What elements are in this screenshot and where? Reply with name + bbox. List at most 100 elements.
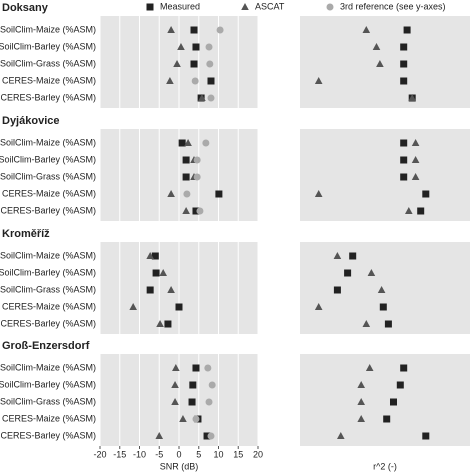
legend-label: 3rd reference (see y-axes) (340, 1, 446, 11)
snr-point (216, 26, 224, 34)
category-label: SoilClim-Barley (%ASM) (0, 41, 96, 51)
r2-point (400, 77, 408, 85)
legend-marker (146, 3, 154, 11)
category-label: SoilClim-Maize (%ASM) (0, 362, 96, 372)
r2-point (333, 252, 342, 259)
panel-title: Doksany (2, 2, 49, 14)
category-label: SoilClim-Barley (%ASM) (0, 154, 96, 164)
r2-point (357, 415, 365, 422)
legend-marker (326, 3, 334, 11)
snr-point (192, 43, 200, 51)
category-label: SoilClim-Grass (%ASM) (0, 284, 96, 294)
snr-point (207, 94, 215, 102)
snr-point (207, 77, 215, 85)
snr-point (190, 26, 198, 34)
r2-point (408, 94, 416, 101)
category-label: CERES-Maize (%ASM) (2, 75, 96, 85)
r2-point (349, 252, 357, 260)
x-tick-label: -10 (133, 449, 146, 459)
snr-point (155, 432, 164, 439)
r2-point (362, 320, 371, 327)
x-tick-label: -5 (155, 449, 163, 459)
r2-point (314, 303, 323, 310)
snr-point (182, 207, 190, 214)
x-axis-label: r^2 (-) (373, 461, 397, 471)
snr-point (196, 207, 204, 215)
snr-point (167, 286, 175, 293)
snr-point (129, 303, 137, 310)
x-tick-label: -15 (113, 449, 126, 459)
snr-point (192, 364, 200, 372)
snr-point (182, 173, 190, 181)
r2-point (357, 381, 365, 388)
r2-point (422, 432, 430, 440)
legend-label: ASCAT (255, 1, 285, 11)
category-label: SoilClim-Maize (%ASM) (0, 250, 96, 260)
snr-point (171, 398, 179, 405)
panel-title: Kroměříž (2, 228, 50, 240)
r2-point (417, 207, 425, 215)
snr-point (204, 364, 212, 372)
snr-point (177, 43, 185, 50)
r2-point (400, 156, 408, 164)
r2-point (400, 43, 408, 51)
plot-area (300, 16, 470, 108)
snr-point (192, 415, 200, 423)
r2-point (422, 190, 430, 198)
snr-point (151, 252, 159, 260)
r2-point (396, 381, 404, 389)
r2-point (372, 43, 381, 50)
snr-point (208, 381, 216, 389)
r2-point (365, 364, 374, 371)
r2-point (384, 320, 392, 328)
category-label: SoilClim-Barley (%ASM) (0, 267, 96, 277)
snr-point (206, 60, 214, 68)
snr-point (202, 139, 210, 147)
x-tick-label: -20 (93, 449, 106, 459)
snr-point (152, 269, 160, 277)
snr-point (183, 190, 191, 198)
category-label: SoilClim-Maize (%ASM) (0, 137, 96, 147)
snr-point (191, 77, 199, 85)
snr-point (207, 432, 215, 440)
snr-point (190, 60, 198, 68)
x-tick-label: 20 (253, 449, 263, 459)
category-label: CERES-Barley (%ASM) (0, 92, 96, 102)
plot-area (300, 242, 470, 334)
r2-point (400, 139, 408, 147)
r2-point (376, 60, 384, 67)
snr-point (192, 207, 200, 215)
r2-point (411, 156, 420, 163)
category-label: SoilClim-Barley (%ASM) (0, 379, 96, 389)
r2-point (333, 286, 341, 294)
r2-point (362, 26, 371, 33)
x-axis-label: SNR (dB) (160, 461, 199, 471)
snr-point (193, 156, 201, 164)
r2-point (367, 269, 376, 276)
category-label: CERES-Barley (%ASM) (0, 205, 96, 215)
r2-point (337, 432, 345, 439)
legend-marker (241, 3, 249, 10)
x-tick-label: 5 (196, 449, 201, 459)
category-label: SoilClim-Maize (%ASM) (0, 24, 96, 34)
x-tick-label: 15 (233, 449, 243, 459)
snr-point (166, 77, 174, 84)
snr-point (179, 415, 187, 422)
legend-label: Measured (160, 1, 200, 11)
r2-point (400, 173, 408, 181)
panel-title: Groß-Enzersdorf (2, 340, 90, 352)
category-label: SoilClim-Grass (%ASM) (0, 396, 96, 406)
r2-point (405, 207, 413, 214)
snr-point (178, 139, 186, 147)
panel-title: Dyjákovice (2, 115, 59, 127)
plot-area (300, 354, 470, 446)
snr-point (193, 173, 201, 181)
snr-point (203, 432, 211, 440)
snr-point (184, 139, 192, 146)
snr-point (205, 398, 213, 406)
snr-point (146, 286, 154, 294)
r2-point (379, 303, 387, 311)
snr-point (175, 303, 183, 311)
r2-point (400, 60, 408, 68)
plot-area (300, 129, 470, 221)
